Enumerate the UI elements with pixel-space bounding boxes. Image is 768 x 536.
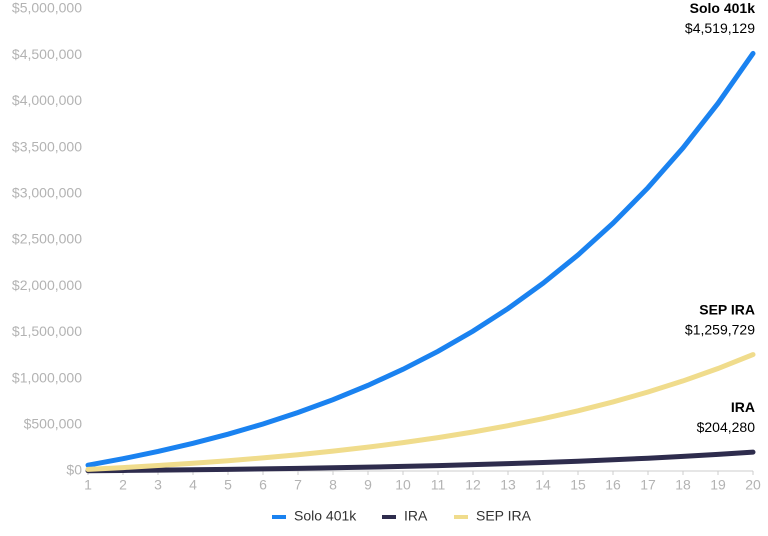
x-tick-label: 7 [294,477,302,493]
x-tick-label: 18 [675,477,691,493]
y-tick-label: $3,500,000 [12,138,82,154]
x-tick-label: 11 [431,477,446,493]
legend-label: IRA [404,508,428,524]
x-tick-label: 20 [745,477,761,493]
y-tick-label: $2,500,000 [12,231,82,247]
x-tick-label: 3 [154,477,162,493]
y-tick-label: $4,000,000 [12,92,82,108]
x-tick-label: 13 [500,477,516,493]
series-line [85,50,756,468]
x-tick-label: 1 [84,477,92,493]
end-name: Solo 401k [690,0,756,16]
y-tick-label: $0 [66,462,82,478]
x-tick-label: 14 [535,477,551,493]
legend-label: Solo 401k [294,508,357,524]
x-tick-label: 6 [259,477,267,493]
series-line [85,352,756,472]
x-tick-label: 17 [640,477,656,493]
legend-label: SEP IRA [476,508,532,524]
y-tick-label: $2,000,000 [12,277,82,293]
x-tick-label: 2 [119,477,127,493]
y-tick-label: $500,000 [24,416,83,432]
y-tick-label: $3,000,000 [12,185,82,201]
end-label: $204,280 [697,419,756,435]
series-line [85,449,756,474]
end-name: IRA [731,399,755,415]
x-tick-label: 16 [605,477,621,493]
x-tick-label: 5 [224,477,232,493]
y-tick-label: $5,000,000 [12,0,82,16]
end-label: $4,519,129 [685,20,755,36]
x-tick-label: 8 [329,477,337,493]
end-name: SEP IRA [699,301,755,317]
y-tick-label: $1,500,000 [12,323,82,339]
y-tick-label: $1,000,000 [12,369,82,385]
x-tick-label: 9 [364,477,372,493]
y-tick-label: $4,500,000 [12,46,82,62]
x-tick-label: 15 [570,477,586,493]
x-tick-label: 12 [465,477,481,493]
x-tick-label: 10 [395,477,411,493]
x-tick-label: 4 [189,477,197,493]
x-tick-label: 19 [710,477,726,493]
end-label: $1,259,729 [685,321,755,337]
